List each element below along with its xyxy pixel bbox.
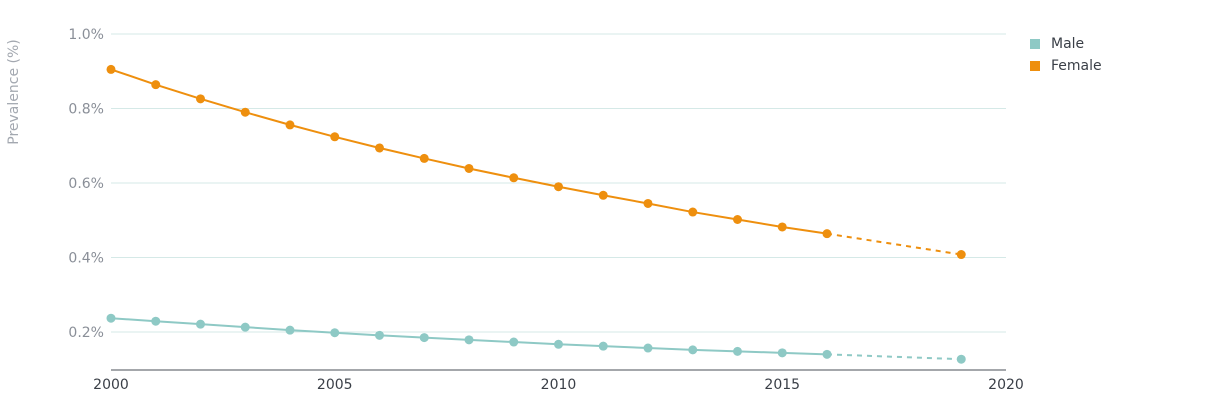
- series-line-projected: [826, 232, 962, 256]
- y-tick-label: 0.4%: [68, 251, 104, 267]
- data-point[interactable]: [196, 319, 205, 329]
- data-point[interactable]: [419, 153, 429, 163]
- data-point[interactable]: [330, 132, 340, 142]
- series-male: [106, 313, 966, 364]
- data-point[interactable]: [285, 120, 295, 130]
- data-point[interactable]: [956, 250, 966, 260]
- data-point[interactable]: [151, 316, 161, 326]
- y-tick-label: 0.6%: [68, 176, 104, 192]
- data-point[interactable]: [419, 333, 429, 343]
- data-point[interactable]: [285, 325, 295, 335]
- legend-item-female[interactable]: Female: [1030, 55, 1102, 77]
- data-point[interactable]: [598, 341, 608, 351]
- data-point[interactable]: [151, 80, 161, 90]
- data-point[interactable]: [464, 163, 474, 173]
- data-point[interactable]: [733, 346, 742, 356]
- data-point[interactable]: [733, 215, 742, 225]
- data-point[interactable]: [643, 343, 653, 353]
- x-tick-label: 2000: [93, 377, 129, 393]
- data-point[interactable]: [240, 107, 250, 117]
- legend-item-male[interactable]: Male: [1030, 33, 1102, 55]
- y-axis-title: Prevalence (%): [6, 39, 22, 145]
- data-point[interactable]: [240, 322, 250, 332]
- data-point[interactable]: [106, 313, 116, 323]
- y-tick-label: 0.8%: [68, 102, 104, 118]
- series-line-solid: [110, 68, 828, 235]
- data-point[interactable]: [822, 349, 832, 359]
- data-point[interactable]: [688, 345, 698, 355]
- legend-swatch-female: [1030, 61, 1040, 71]
- data-point[interactable]: [554, 339, 563, 349]
- series-line-projected: [826, 353, 962, 361]
- x-tick-label: 2005: [317, 377, 353, 393]
- data-point[interactable]: [688, 207, 698, 217]
- legend-label-male: Male: [1051, 36, 1085, 52]
- data-point[interactable]: [509, 173, 519, 183]
- x-tick-label: 2010: [541, 377, 577, 393]
- data-point[interactable]: [509, 337, 519, 347]
- data-point[interactable]: [777, 222, 787, 232]
- series-female: [106, 64, 966, 260]
- data-point[interactable]: [375, 143, 384, 153]
- data-point[interactable]: [196, 94, 205, 104]
- data-point[interactable]: [598, 190, 608, 200]
- y-axis-ticks: 1.0% 0.8% 0.6% 0.4% 0.2%: [68, 27, 104, 341]
- data-point[interactable]: [330, 328, 340, 338]
- legend: Male Female: [1030, 33, 1102, 77]
- legend-label-female: Female: [1051, 58, 1102, 74]
- series-lines: [106, 64, 966, 364]
- y-tick-label: 1.0%: [68, 27, 104, 43]
- x-tick-label: 2020: [988, 377, 1024, 393]
- data-point[interactable]: [643, 198, 653, 208]
- data-point[interactable]: [375, 330, 384, 340]
- data-point[interactable]: [464, 335, 474, 345]
- data-point[interactable]: [554, 182, 563, 192]
- x-axis-ticks: 2000 2005 2010 2015 2020: [93, 377, 1024, 393]
- x-tick-label: 2015: [764, 377, 800, 393]
- data-point[interactable]: [956, 354, 966, 364]
- grid-lines: [111, 33, 1006, 371]
- data-point[interactable]: [106, 64, 116, 74]
- legend-swatch-male: [1030, 39, 1040, 49]
- data-point[interactable]: [822, 229, 832, 239]
- y-tick-label: 0.2%: [68, 325, 104, 341]
- data-point[interactable]: [777, 348, 787, 358]
